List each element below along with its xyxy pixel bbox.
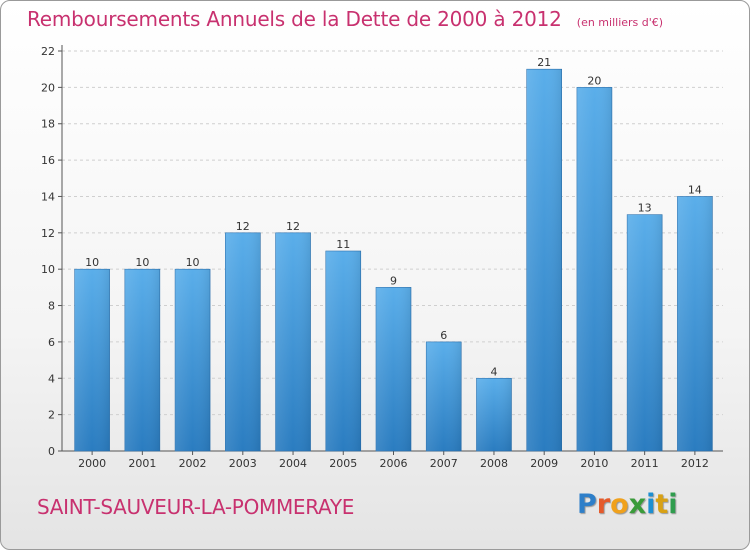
- value-label: 11: [336, 238, 350, 251]
- value-label: 12: [236, 220, 250, 233]
- bar-2011: [626, 214, 663, 452]
- value-label: 9: [390, 274, 397, 287]
- bar-2009: [526, 68, 562, 452]
- bar-2010: [576, 87, 613, 452]
- y-tick-label: 2: [48, 409, 55, 422]
- bar-2002: [174, 268, 211, 452]
- x-tick-label: 2003: [229, 457, 257, 470]
- y-tick-label: 10: [41, 263, 55, 276]
- bar-2007: [425, 341, 462, 452]
- x-tick-label: 2004: [279, 457, 307, 470]
- bar-2012: [677, 196, 713, 452]
- x-tick-label: 2001: [128, 457, 156, 470]
- y-tick-label: 14: [41, 190, 55, 203]
- bar-2001: [124, 268, 161, 452]
- x-tick-label: 2007: [430, 457, 458, 470]
- x-tick-label: 2010: [580, 457, 608, 470]
- value-label: 13: [638, 202, 652, 215]
- value-label: 21: [537, 56, 551, 69]
- bar-2003: [225, 232, 261, 452]
- value-label: 6: [440, 329, 447, 342]
- bar-2005: [325, 250, 362, 452]
- value-label: 4: [490, 365, 497, 378]
- bar-2006: [375, 287, 412, 452]
- x-tick-label: 2011: [631, 457, 659, 470]
- commune-name: SAINT-SAUVEUR-LA-POMMERAYE: [37, 495, 355, 519]
- value-label: 12: [286, 220, 300, 233]
- value-label: 14: [688, 183, 702, 196]
- x-tick-label: 2000: [78, 457, 106, 470]
- y-tick-label: 0: [48, 445, 55, 458]
- x-tick-label: 2002: [179, 457, 207, 470]
- value-label: 20: [587, 74, 601, 87]
- bar-2008: [476, 377, 512, 452]
- y-tick-label: 16: [41, 154, 55, 167]
- x-tick-label: 2008: [480, 457, 508, 470]
- proxiti-logo: Proxiti: [577, 489, 678, 520]
- bars: [74, 68, 713, 452]
- y-tick-label: 12: [41, 227, 55, 240]
- chart-title-text: Remboursements Annuels de la Dette de 20…: [27, 7, 562, 31]
- value-label: 10: [186, 256, 200, 269]
- x-tick-label: 2012: [681, 457, 709, 470]
- y-tick-label: 6: [48, 336, 55, 349]
- bar-2000: [74, 268, 110, 452]
- y-tick-label: 18: [41, 118, 55, 131]
- y-tick-label: 20: [41, 81, 55, 94]
- x-tick-label: 2006: [380, 457, 408, 470]
- value-label: 10: [85, 256, 99, 269]
- labels: 0 2 4 6 8 10 12 14 16 18 20 22 10 2000 10 2001 10 2002 12 2…: [41, 45, 709, 470]
- bar-2004: [275, 232, 311, 452]
- chart-unit: (en milliers d'€): [576, 16, 664, 29]
- x-tick-label: 2005: [329, 457, 357, 470]
- y-tick-label: 4: [48, 372, 55, 385]
- chart-title: Remboursements Annuels de la Dette de 20…: [27, 7, 663, 31]
- y-tick-label: 22: [41, 45, 55, 58]
- value-label: 10: [135, 256, 149, 269]
- y-tick-label: 8: [48, 300, 55, 313]
- x-tick-label: 2009: [530, 457, 558, 470]
